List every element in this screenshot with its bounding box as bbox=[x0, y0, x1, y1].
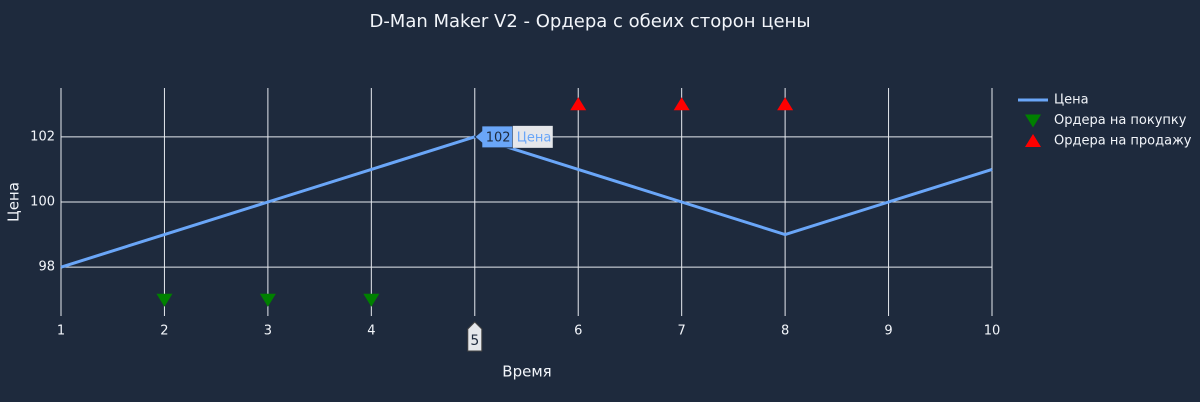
hover-name: Цена bbox=[517, 130, 552, 145]
legend-swatch bbox=[1025, 114, 1041, 128]
x-tick-label: 8 bbox=[781, 324, 789, 339]
legend-label: Цена bbox=[1054, 93, 1089, 108]
legend-swatch bbox=[1025, 134, 1041, 147]
buy-order-marker bbox=[156, 293, 173, 307]
y-axis-title: Цена bbox=[5, 182, 23, 222]
x-tick-label: 3 bbox=[264, 324, 272, 339]
sell-order-marker bbox=[777, 97, 794, 111]
buy-order-marker bbox=[259, 293, 276, 307]
y-tick-label: 102 bbox=[30, 129, 55, 144]
x-tick-label: 2 bbox=[160, 324, 168, 339]
x-axis-title: Время bbox=[502, 363, 551, 381]
y-tick-label: 98 bbox=[38, 260, 55, 275]
x-tick-label: 1 bbox=[57, 324, 65, 339]
x-tick-label: 9 bbox=[884, 324, 892, 339]
y-tick-label: 100 bbox=[30, 195, 55, 210]
price-line bbox=[60, 135, 993, 269]
chart-title: D-Man Maker V2 - Ордера с обеих сторон ц… bbox=[369, 11, 810, 32]
x-tick-label: 7 bbox=[678, 324, 686, 339]
sell-order-marker bbox=[570, 97, 587, 111]
x-tick-label: 6 bbox=[574, 324, 582, 339]
hover-value: 102 bbox=[486, 130, 511, 145]
legend-label: Ордера на покупку bbox=[1054, 113, 1187, 128]
hover-x-label: 5 bbox=[470, 333, 479, 349]
hover-name-box bbox=[512, 125, 553, 148]
x-tick-label: 4 bbox=[367, 324, 375, 339]
sell-order-marker bbox=[673, 97, 690, 111]
buy-order-marker bbox=[363, 293, 380, 307]
legend-label: Ордера на продажу bbox=[1054, 134, 1192, 149]
hover-x-box bbox=[467, 321, 483, 352]
x-tick-label: 10 bbox=[984, 324, 1001, 339]
